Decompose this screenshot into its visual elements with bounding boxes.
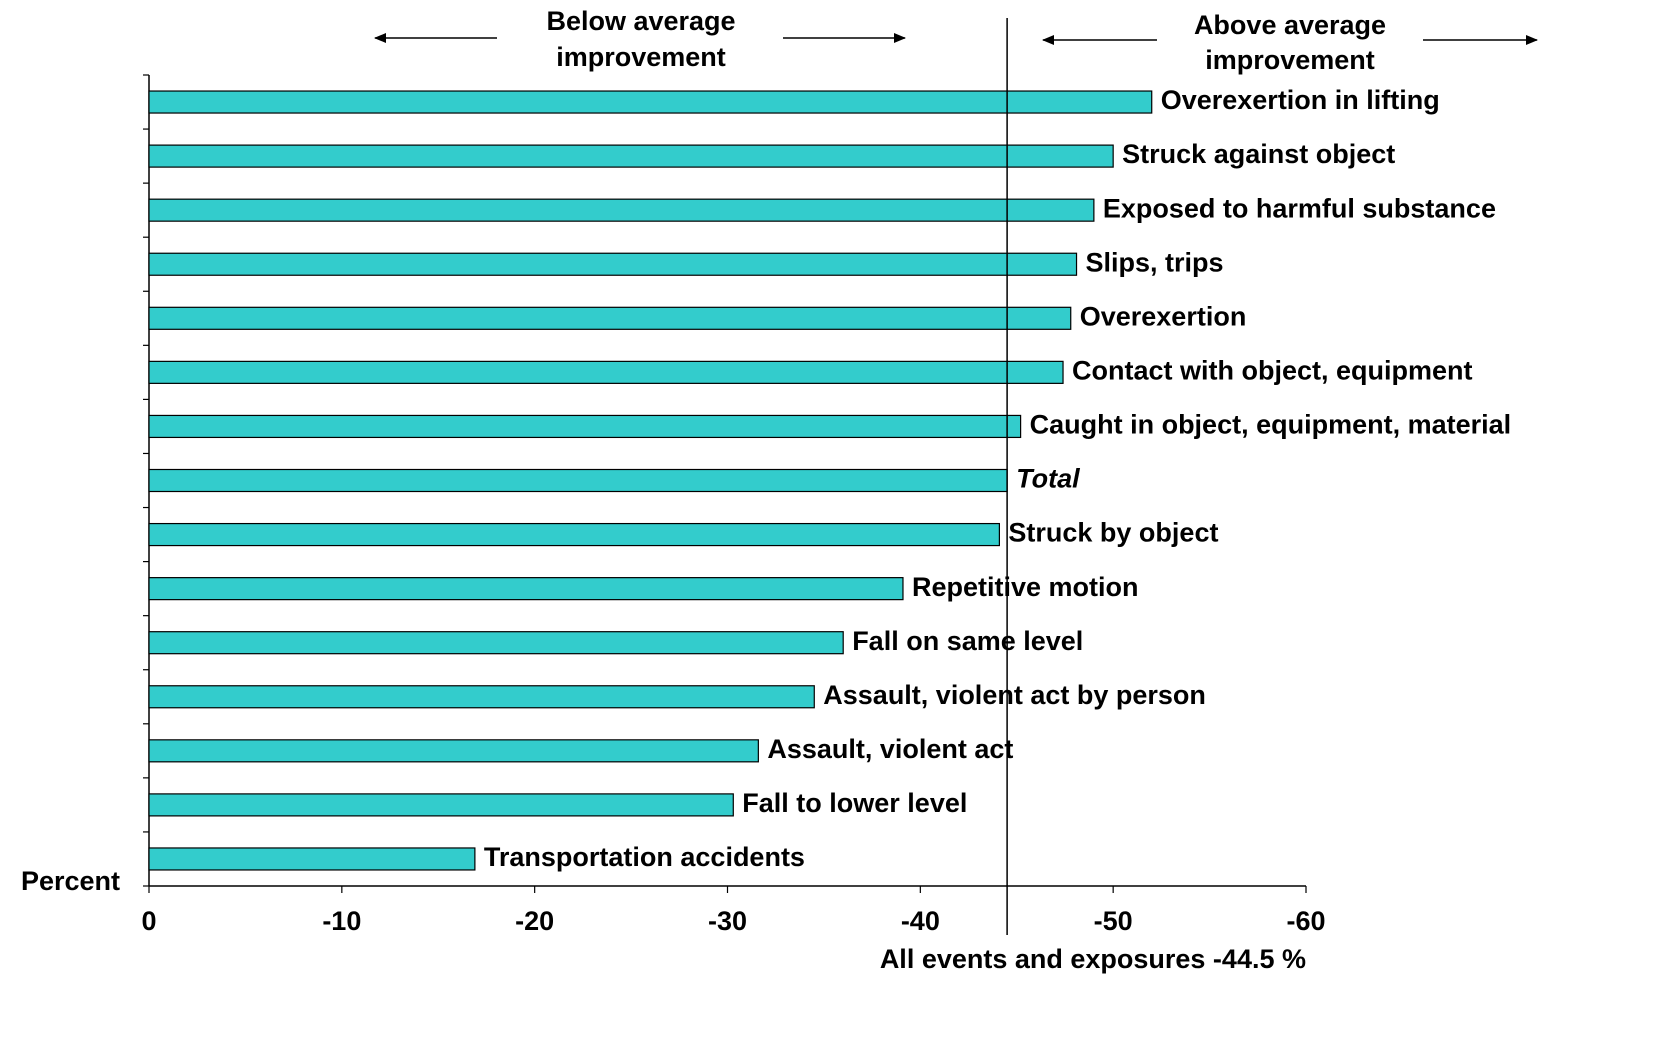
annotation: improvement bbox=[556, 42, 726, 72]
x-tick-label: -30 bbox=[708, 906, 747, 936]
bar bbox=[148, 90, 1153, 114]
bar-label: Repetitive motion bbox=[912, 572, 1139, 602]
bar-label: Assault, violent act by person bbox=[823, 680, 1206, 710]
bar-label: Caught in object, equipment, material bbox=[1030, 410, 1512, 440]
bar-label: Struck by object bbox=[1008, 518, 1218, 548]
x-tick-label: 0 bbox=[141, 906, 156, 936]
bar bbox=[148, 414, 1022, 439]
bar bbox=[148, 252, 1078, 276]
bar-label: Contact with object, equipment bbox=[1072, 355, 1473, 385]
bar-label: Overexertion in lifting bbox=[1161, 85, 1440, 115]
bar-label: Struck against object bbox=[1122, 139, 1395, 169]
bar bbox=[148, 144, 1114, 168]
bar bbox=[148, 468, 1008, 493]
bar-label: Exposed to harmful substance bbox=[1103, 193, 1496, 223]
x-tick-label: -40 bbox=[901, 906, 940, 936]
bar bbox=[148, 631, 844, 655]
x-tick-label: -10 bbox=[322, 906, 361, 936]
bar-label: Assault, violent act bbox=[767, 734, 1013, 764]
bar bbox=[148, 198, 1095, 222]
bar bbox=[148, 739, 759, 763]
y-axis-label: Percent bbox=[21, 866, 120, 896]
bar-label: Total bbox=[1016, 464, 1080, 494]
x-tick-label: -60 bbox=[1286, 906, 1325, 936]
bar bbox=[148, 793, 734, 817]
bar-label: Overexertion bbox=[1080, 301, 1247, 331]
bar bbox=[148, 360, 1064, 384]
bar bbox=[148, 685, 815, 709]
x-tick-label: -20 bbox=[515, 906, 554, 936]
annotation: Above average bbox=[1194, 10, 1386, 40]
annotation: Below average bbox=[546, 6, 735, 36]
annotation: improvement bbox=[1205, 45, 1375, 75]
bar bbox=[148, 306, 1072, 330]
bar-label: Fall on same level bbox=[852, 626, 1083, 656]
bar-label: Fall to lower level bbox=[742, 788, 967, 818]
reference-label: All events and exposures -44.5 % bbox=[880, 944, 1306, 974]
x-tick-label: -50 bbox=[1094, 906, 1133, 936]
bar bbox=[148, 847, 476, 871]
bar-label: Slips, trips bbox=[1086, 247, 1224, 277]
bar bbox=[148, 522, 1000, 547]
bar-label: Transportation accidents bbox=[484, 842, 805, 872]
bar bbox=[148, 577, 904, 601]
